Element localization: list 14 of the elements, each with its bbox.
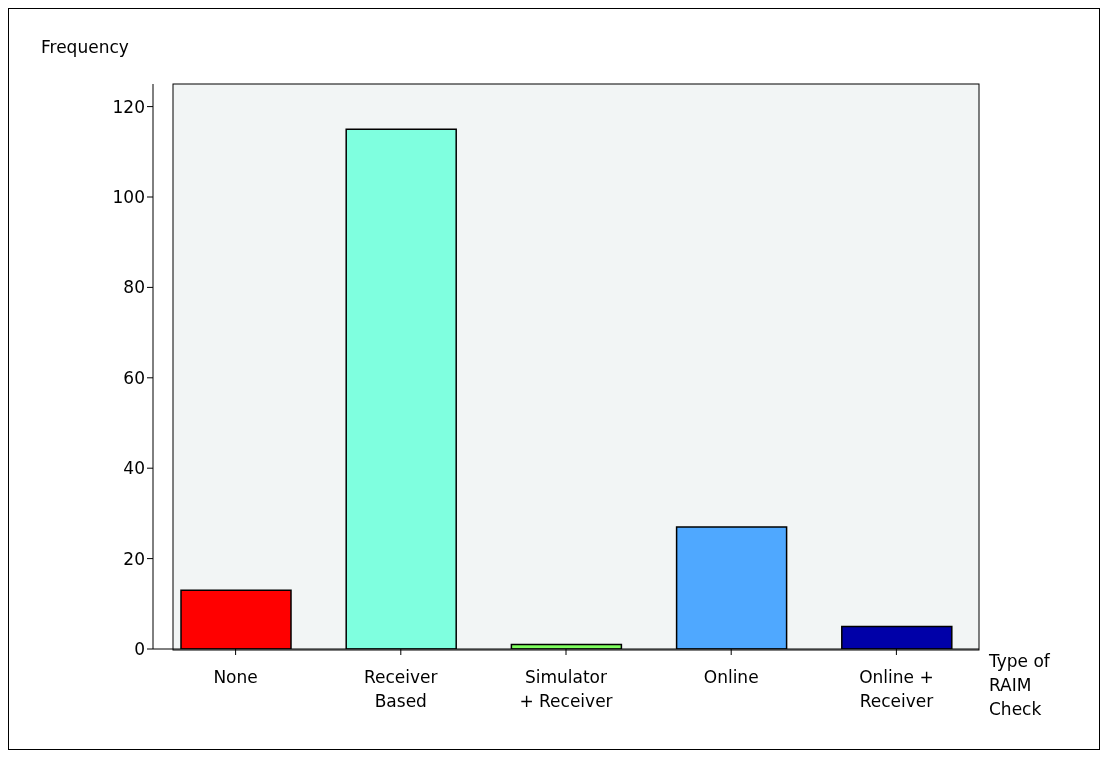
- y-tick-label: 120: [112, 96, 145, 117]
- x-tick-label: Online: [703, 667, 759, 687]
- x-tick-label: None: [213, 667, 258, 687]
- y-tick-label: 0: [134, 639, 145, 660]
- y-tick-label: 60: [123, 367, 145, 388]
- y-tick-label: 20: [123, 548, 145, 569]
- x-axis-title: Type of RAIM Check: [989, 650, 1050, 721]
- x-tick-label: Receiver Based: [364, 667, 438, 711]
- x-tick-label: Simulator + Receiver: [519, 667, 613, 711]
- y-axis-title: Frequency: [41, 37, 129, 57]
- y-tick-label: 80: [123, 277, 145, 298]
- x-tick-label: Online + Receiver: [859, 667, 934, 711]
- y-tick-label: 40: [123, 458, 145, 479]
- y-tick-label: 100: [112, 187, 145, 208]
